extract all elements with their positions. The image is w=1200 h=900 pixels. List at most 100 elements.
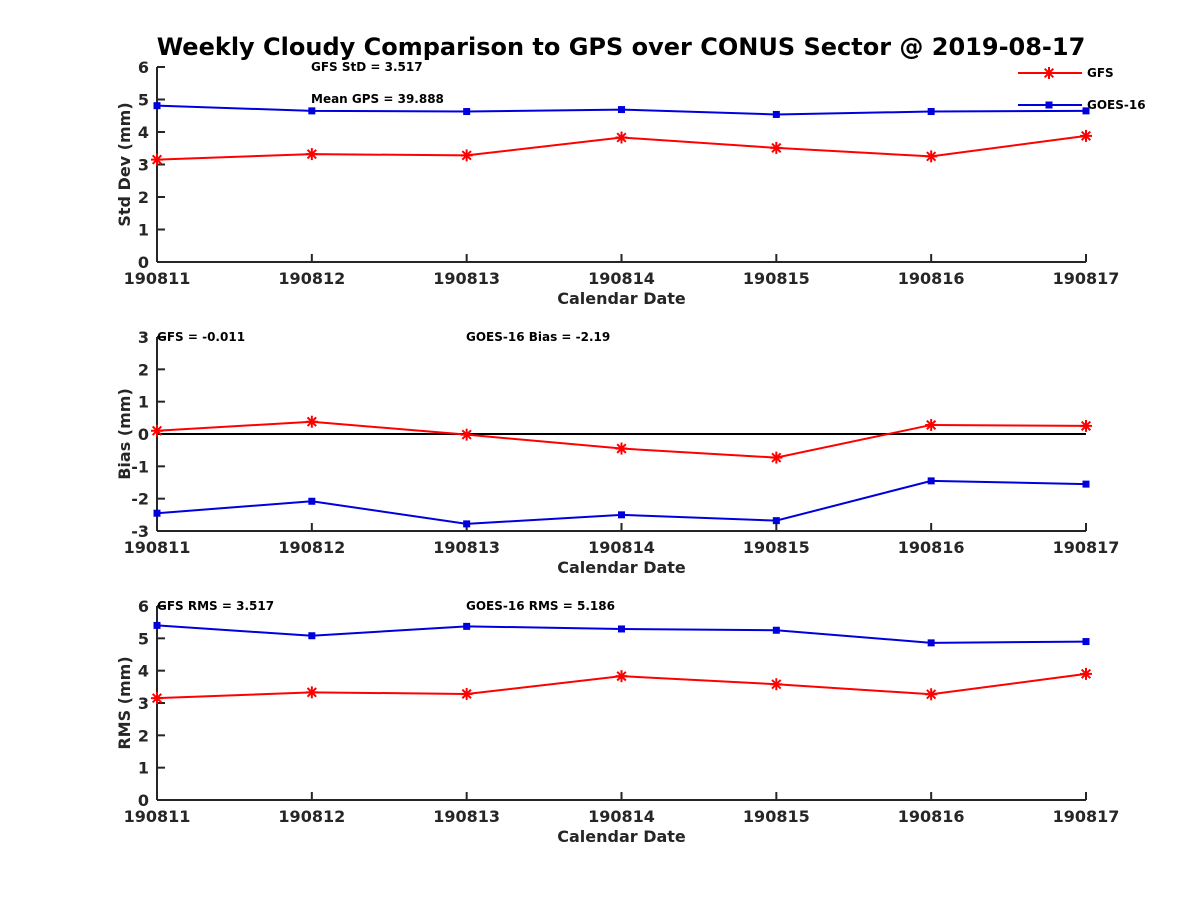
data-point-goes-16 — [1082, 480, 1090, 488]
data-point-gfs — [1080, 667, 1092, 680]
y-tick-label: 1 — [138, 759, 149, 778]
panel-1: 0 1 2 3 4 5 6 190811 190812 190813 190814 190815 190… — [115, 58, 1119, 308]
data-point-goes-16 — [772, 517, 780, 525]
x-tick-label: 190817 — [1053, 269, 1120, 288]
y-axis-label: RMS (mm) — [115, 656, 134, 749]
data-point-gfs — [151, 692, 163, 705]
y-tick-label: 2 — [138, 188, 149, 207]
y-tick-label: 2 — [138, 726, 149, 745]
x-axis-label: Calendar Date — [557, 289, 686, 308]
data-point-gfs — [460, 687, 473, 700]
data-point-goes-16 — [772, 110, 780, 118]
x-tick-label: 190814 — [588, 807, 655, 826]
legend-label: GFS — [1087, 66, 1114, 80]
data-point-goes-16 — [1082, 638, 1090, 646]
y-tick-label: 2 — [138, 360, 149, 379]
x-tick-label: 190811 — [124, 269, 191, 288]
x-tick-label: 190815 — [743, 807, 810, 826]
data-point-gfs — [460, 149, 473, 162]
x-tick-label: 190811 — [124, 538, 191, 557]
data-point-gfs — [460, 428, 473, 441]
y-axis-label: Bias (mm) — [115, 388, 134, 480]
legend-entry-gfs: GFS — [1018, 66, 1114, 80]
x-tick-label: 190817 — [1053, 538, 1120, 557]
data-point-goes-16 — [618, 511, 625, 519]
y-tick-label: 3 — [138, 694, 149, 713]
y-tick-label: 5 — [138, 91, 149, 110]
data-point-goes-16 — [153, 102, 161, 110]
y-axis-label: Std Dev (mm) — [115, 102, 134, 226]
x-tick-label: 190812 — [278, 269, 345, 288]
x-tick-label: 190811 — [124, 807, 191, 826]
y-tick-label: -3 — [131, 522, 149, 541]
x-tick-label: 190816 — [898, 807, 965, 826]
x-tick-label: 190817 — [1053, 807, 1120, 826]
legend-marker — [1045, 101, 1053, 109]
data-point-goes-16 — [308, 497, 316, 505]
x-tick-label: 190815 — [743, 538, 810, 557]
y-tick-label: 6 — [138, 597, 149, 616]
annotation: GOES-16 RMS = 5.186 — [466, 599, 615, 613]
data-point-gfs — [305, 148, 318, 161]
legend-entry-goes-16: GOES-16 — [1018, 98, 1146, 112]
y-tick-label: -2 — [131, 490, 149, 509]
panel-3: 0 1 2 3 4 5 6 190811 190812 190813 190814 190815 190… — [115, 597, 1119, 846]
annotation: GFS RMS = 3.517 — [157, 599, 274, 613]
data-point-gfs — [770, 141, 783, 154]
data-point-goes-16 — [153, 509, 161, 517]
x-tick-label: 190812 — [278, 538, 345, 557]
data-point-gfs — [615, 131, 628, 144]
y-tick-label: 1 — [138, 221, 149, 240]
data-point-goes-16 — [927, 477, 935, 485]
y-tick-label: 3 — [138, 156, 149, 175]
x-axis-label: Calendar Date — [557, 558, 686, 577]
data-point-gfs — [770, 678, 783, 691]
annotation: GOES-16 Bias = -2.19 — [466, 330, 610, 344]
x-tick-label: 190812 — [278, 807, 345, 826]
data-point-gfs — [1080, 419, 1092, 432]
data-point-gfs — [615, 670, 628, 683]
y-tick-label: 0 — [138, 425, 149, 444]
data-point-gfs — [305, 686, 318, 699]
x-tick-label: 190814 — [588, 269, 655, 288]
data-point-goes-16 — [772, 626, 780, 634]
x-tick-label: 190815 — [743, 269, 810, 288]
x-tick-label: 190813 — [433, 538, 500, 557]
y-tick-label: 6 — [138, 58, 149, 77]
data-point-gfs — [925, 688, 938, 701]
data-point-goes-16 — [618, 106, 625, 114]
y-tick-label: 4 — [138, 123, 149, 142]
panel-2: -3 -2 -1 0 1 2 3 190811 190812 190813 190814 190815… — [115, 328, 1119, 577]
data-point-goes-16 — [463, 108, 471, 116]
x-axis-label: Calendar Date — [557, 827, 686, 846]
y-tick-label: 1 — [138, 393, 149, 412]
y-tick-label: 4 — [138, 662, 149, 681]
data-point-goes-16 — [618, 625, 625, 633]
data-point-goes-16 — [927, 108, 935, 116]
data-point-gfs — [151, 424, 163, 437]
figure-title: Weekly Cloudy Comparison to GPS over CON… — [157, 33, 1086, 61]
data-point-gfs — [305, 415, 318, 428]
y-tick-label: 0 — [138, 253, 149, 272]
data-point-gfs — [1080, 129, 1092, 142]
y-tick-label: -1 — [131, 457, 149, 476]
data-point-goes-16 — [308, 632, 316, 640]
panels: 0 1 2 3 4 5 6 190811 190812 190813 190814 190815 190… — [115, 58, 1119, 846]
data-point-gfs — [615, 442, 628, 455]
x-tick-label: 190816 — [898, 538, 965, 557]
data-point-goes-16 — [463, 520, 471, 528]
data-point-goes-16 — [463, 622, 471, 630]
data-point-gfs — [151, 153, 163, 166]
x-tick-label: 190816 — [898, 269, 965, 288]
x-tick-label: 190813 — [433, 269, 500, 288]
y-tick-label: 5 — [138, 629, 149, 648]
data-point-goes-16 — [308, 107, 316, 115]
annotation: GFS StD = 3.517 — [311, 60, 423, 74]
data-point-gfs — [925, 418, 938, 431]
data-point-goes-16 — [927, 639, 935, 647]
annotation: Mean GPS = 39.888 — [311, 92, 444, 106]
legend-marker — [1043, 67, 1055, 79]
legend: GFS GOES-16 — [1018, 66, 1146, 112]
y-tick-label: 0 — [138, 791, 149, 810]
